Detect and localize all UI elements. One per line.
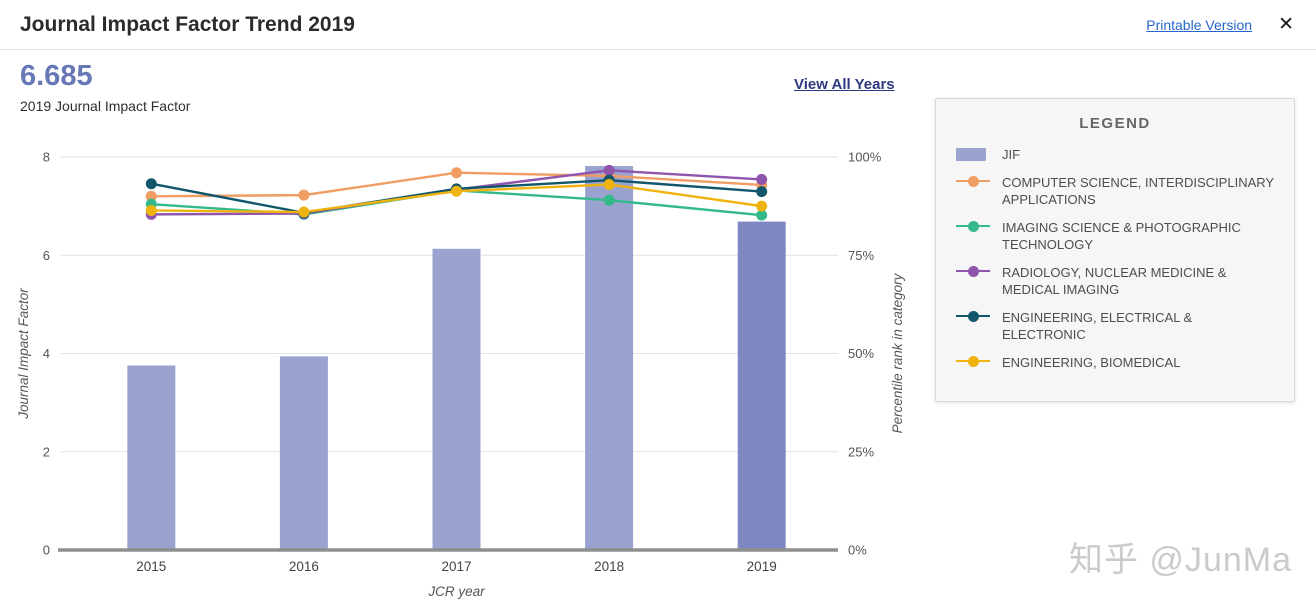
svg-text:0: 0 bbox=[43, 543, 50, 558]
jif-summary: 6.685 2019 Journal Impact Factor bbox=[20, 60, 190, 114]
svg-text:Journal Impact Factor: Journal Impact Factor bbox=[16, 288, 31, 420]
watermark: 知乎 @JunMa bbox=[1068, 541, 1292, 579]
jif-caption: 2019 Journal Impact Factor bbox=[20, 98, 191, 114]
legend-item-engineering-biomedical[interactable]: ENGINEERING, BIOMEDICAL bbox=[956, 354, 1274, 372]
line-dot-marker-icon bbox=[956, 264, 990, 278]
line-dot-marker-icon bbox=[956, 174, 990, 188]
svg-text:2016: 2016 bbox=[289, 559, 319, 574]
svg-text:JCR year: JCR year bbox=[427, 584, 485, 599]
jif-bar-swatch-icon bbox=[956, 148, 986, 161]
svg-text:25%: 25% bbox=[848, 444, 874, 459]
jif-trend-chart: 0 2 4 6 8 0% 25% 50% 75% 100% 2015 2016 2017 2018 2019… bbox=[16, 150, 905, 600]
svg-text:0%: 0% bbox=[848, 543, 867, 558]
svg-text:100%: 100% bbox=[848, 150, 882, 165]
legend-panel: LEGEND JIF COMPUTER SCIENCE, INTERDISCIP… bbox=[935, 98, 1295, 403]
svg-text:2015: 2015 bbox=[136, 559, 166, 574]
line-dot-marker-icon bbox=[956, 219, 990, 233]
printable-version-link[interactable]: Printable Version bbox=[1146, 16, 1253, 33]
line-dot-marker-icon bbox=[956, 309, 990, 323]
svg-text:2019: 2019 bbox=[747, 559, 777, 574]
close-icon[interactable]: ✕ bbox=[1278, 14, 1294, 35]
legend-item-imaging-science[interactable]: IMAGING SCIENCE & PHOTOGRAPHIC TECHNOLOG… bbox=[956, 219, 1274, 254]
svg-text:8: 8 bbox=[43, 150, 50, 165]
legend-title: LEGEND bbox=[1079, 115, 1151, 132]
legend-item-label: ENGINEERING, BIOMEDICAL bbox=[1002, 354, 1181, 370]
svg-text:Percentile rank in category: Percentile rank in category bbox=[890, 272, 905, 433]
legend-item-label: IMAGING SCIENCE & PHOTOGRAPHIC TECHNOLOG… bbox=[1002, 219, 1241, 253]
svg-text:50%: 50% bbox=[848, 346, 874, 361]
svg-text:75%: 75% bbox=[848, 248, 874, 263]
svg-text:2: 2 bbox=[43, 444, 50, 459]
legend-item-radiology[interactable]: RADIOLOGY, NUCLEAR MEDICINE & MEDICAL IM… bbox=[956, 264, 1274, 299]
dialog-header: Journal Impact Factor Trend 2019 Printab… bbox=[0, 0, 1316, 50]
svg-text:2018: 2018 bbox=[594, 559, 624, 574]
legend-item-engineering-electrical[interactable]: ENGINEERING, ELECTRICAL & ELECTRONIC bbox=[956, 309, 1274, 344]
svg-text:4: 4 bbox=[43, 346, 50, 361]
svg-text:6: 6 bbox=[43, 248, 50, 263]
line-dot-marker-icon bbox=[956, 354, 990, 368]
legend-item-computer-science[interactable]: COMPUTER SCIENCE, INTERDISCIPLINARY APPL… bbox=[956, 174, 1274, 209]
legend-item-jif[interactable]: JIF bbox=[956, 146, 1274, 164]
legend-item-label: RADIOLOGY, NUCLEAR MEDICINE & MEDICAL IM… bbox=[1002, 264, 1227, 298]
page-title: Journal Impact Factor Trend 2019 bbox=[20, 12, 355, 36]
svg-text:2017: 2017 bbox=[441, 559, 471, 574]
legend-item-label: COMPUTER SCIENCE, INTERDISCIPLINARY APPL… bbox=[1002, 174, 1274, 208]
legend-item-label: ENGINEERING, ELECTRICAL & ELECTRONIC bbox=[1002, 309, 1193, 343]
view-all-years-link[interactable]: View All Years bbox=[794, 76, 895, 93]
header-actions: Printable Version ✕ bbox=[1146, 15, 1294, 34]
legend-item-label: JIF bbox=[1002, 147, 1021, 162]
jif-value: 6.685 bbox=[20, 60, 93, 92]
